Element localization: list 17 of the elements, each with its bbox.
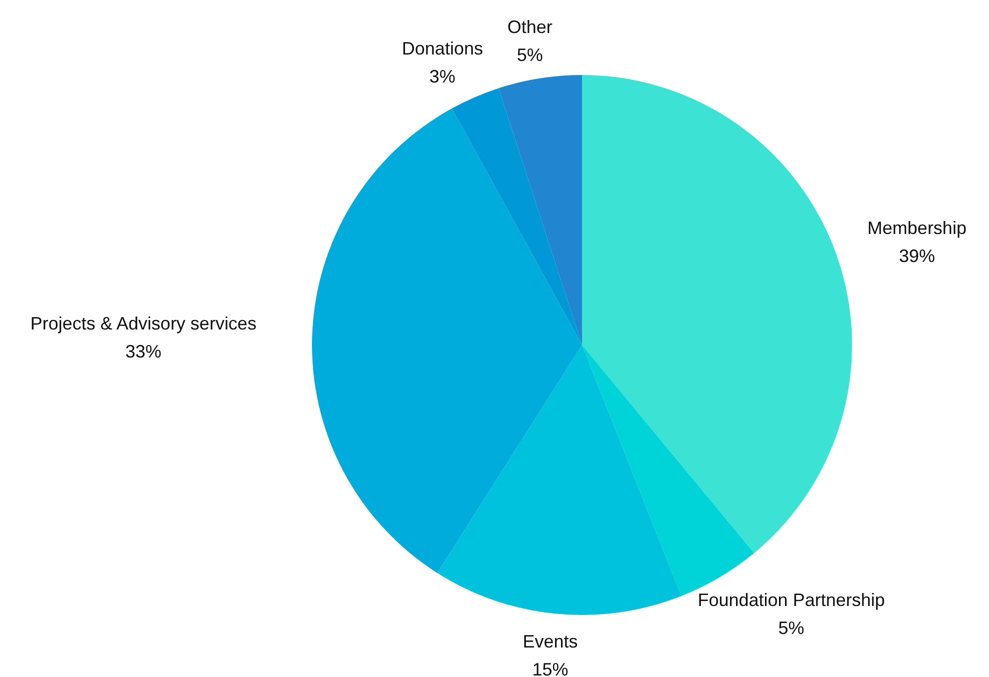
- slice-label: Projects & Advisory services: [30, 313, 256, 334]
- pie-slice: [437, 345, 682, 615]
- pie-slice: [312, 108, 582, 573]
- pie-slice: [582, 75, 852, 554]
- data-label: 3%: [429, 66, 456, 86]
- slice-label: Membership: [867, 218, 966, 238]
- slice-label: Donations: [402, 38, 483, 58]
- slice-label: Foundation Partnership: [698, 590, 885, 610]
- pie-slice: [452, 88, 582, 345]
- slice-label: Other: [507, 16, 552, 37]
- data-label: 33%: [125, 341, 162, 362]
- slice-label: Events: [522, 632, 578, 652]
- data-label: 5%: [778, 618, 804, 638]
- pie-slice: [498, 75, 582, 345]
- data-label: 15%: [532, 660, 568, 677]
- data-label: 39%: [898, 246, 935, 266]
- data-label: 5%: [516, 44, 543, 65]
